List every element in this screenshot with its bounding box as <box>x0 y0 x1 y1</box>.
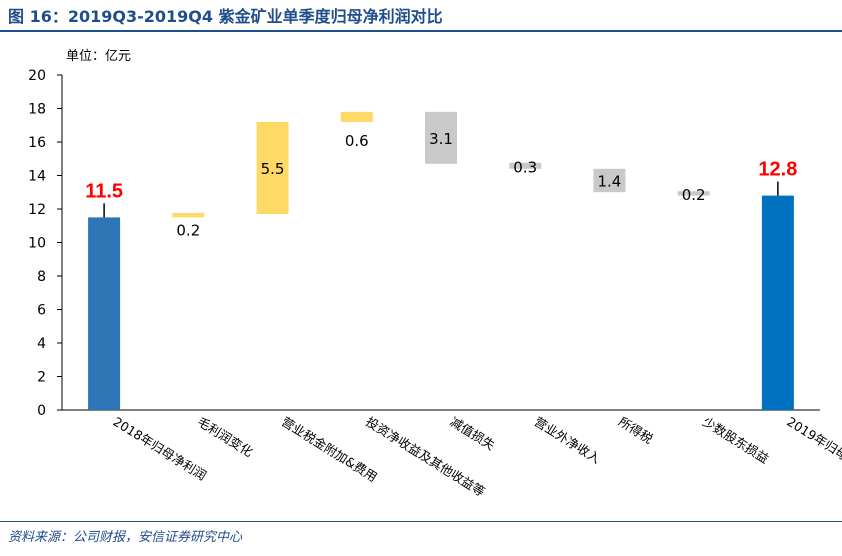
x-tick-labels: 2018年归母净利润毛利润变化 营业税金附加&费用投资净收益及其他收益等减值损失营… <box>111 414 842 500</box>
data-label: 0.2 <box>176 221 200 239</box>
y-ticks: 0 2 4 6 8 10 12 14 16 18 20 <box>28 68 62 419</box>
y-tick-label: 16 <box>28 135 46 151</box>
waterfall-bar <box>340 111 373 122</box>
waterfall-bar <box>593 168 626 193</box>
figure-title: 图 16：2019Q3-2019Q4 紫金矿业单季度归母净利润对比 <box>8 7 443 26</box>
waterfall-bar <box>256 121 289 215</box>
data-label: 0.3 <box>513 158 537 176</box>
y-tick-label: 12 <box>28 202 46 218</box>
x-tick-label: 所得税 <box>616 414 656 447</box>
x-tick-label: 减值损失 <box>447 414 498 453</box>
data-label: 1.4 <box>598 173 622 191</box>
x-tick-label: 毛利润变化 <box>195 414 256 460</box>
data-label: 12.8 <box>758 159 797 181</box>
data-label: 0.6 <box>345 132 369 150</box>
y-tick-label: 14 <box>28 169 46 185</box>
total-bar <box>761 195 794 410</box>
x-tick-label: 2019年归母净利润 <box>784 414 842 483</box>
waterfall-bar <box>677 191 710 196</box>
y-tick-label: 0 <box>37 403 46 419</box>
total-bar <box>88 217 121 410</box>
source-note: 资料来源：公司财报，安信证券研究中心 <box>8 530 243 545</box>
y-tick-label: 6 <box>37 303 46 319</box>
title-divider <box>0 30 842 32</box>
y-tick-label: 4 <box>37 336 46 352</box>
y-tick-label: 2 <box>37 370 46 386</box>
x-tick-label: 少数股东损益 <box>700 414 772 466</box>
y-tick-label: 20 <box>28 68 46 84</box>
y-tick-label: 8 <box>37 269 46 285</box>
waterfall-bar <box>172 213 205 218</box>
waterfall-bar <box>425 111 457 164</box>
x-tick-label: 营业外净收入 <box>532 414 604 467</box>
waterfall-bar <box>509 162 542 169</box>
x-tick-label: 2018年归母净利润 <box>111 414 210 483</box>
footer-divider <box>0 521 842 522</box>
y-tick-label: 18 <box>28 102 46 118</box>
y-tick-label: 10 <box>28 236 46 252</box>
unit-label: 单位：亿元 <box>66 49 131 64</box>
data-label: 3.1 <box>429 130 453 148</box>
waterfall-chart: 单位：亿元 0 2 4 6 8 10 12 14 16 18 20 11.5 0.2 5.5 0.6 3.1… <box>28 49 842 500</box>
data-label: 0.2 <box>682 186 706 204</box>
data-label: 11.5 <box>85 180 123 202</box>
bars: 11.5 0.2 5.5 0.6 3.1 0.3 1.4 0.2 12.8 <box>85 111 797 410</box>
data-label: 5.5 <box>261 160 285 178</box>
